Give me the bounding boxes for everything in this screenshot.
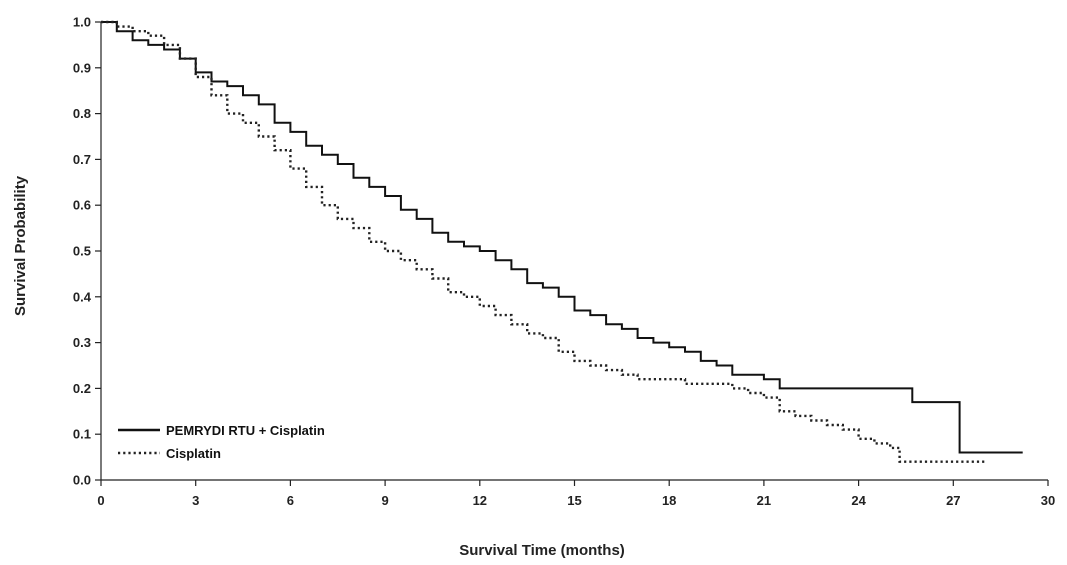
x-tick-label: 12 <box>473 493 487 508</box>
y-axis-label: Survival Probability <box>12 175 29 316</box>
x-tick-label: 24 <box>851 493 866 508</box>
y-tick-label: 1.0 <box>73 15 91 30</box>
legend: PEMRYDI RTU + Cisplatin Cisplatin <box>118 423 325 461</box>
x-tick-label: 9 <box>381 493 388 508</box>
y-tick-label: 0.7 <box>73 152 91 167</box>
legend-entry-pemrydi: PEMRYDI RTU + Cisplatin <box>166 423 325 438</box>
legend-entry-cisplatin: Cisplatin <box>166 446 221 461</box>
x-tick-label: 21 <box>757 493 771 508</box>
series-line-pemrydi-cisplatin <box>101 21 1023 454</box>
y-tick-label: 0.3 <box>73 335 91 350</box>
x-axis-label: Survival Time (months) <box>459 542 625 559</box>
y-ticks: 0.0 0.1 0.2 0.3 0.4 0.5 0.6 0.7 0.8 0.9 1.0 <box>73 15 101 488</box>
y-tick-label: 0.6 <box>73 198 91 213</box>
x-tick-label: 27 <box>946 493 960 508</box>
x-tick-label: 0 <box>97 493 104 508</box>
y-tick-label: 0.9 <box>73 60 91 75</box>
x-tick-label: 3 <box>192 493 199 508</box>
y-tick-label: 0.2 <box>73 381 91 396</box>
y-tick-label: 0.1 <box>73 427 91 442</box>
x-tick-label: 15 <box>567 493 581 508</box>
y-tick-label: 0.0 <box>73 473 91 488</box>
x-tick-label: 30 <box>1041 493 1055 508</box>
y-tick-label: 0.8 <box>73 106 91 121</box>
x-ticks: 0 3 6 9 12 15 18 21 24 27 30 <box>97 480 1055 508</box>
series-layer <box>101 20 1023 463</box>
y-tick-label: 0.5 <box>73 244 91 259</box>
y-tick-label: 0.4 <box>73 289 92 304</box>
x-tick-label: 18 <box>662 493 676 508</box>
x-tick-label: 6 <box>287 493 294 508</box>
series-line-cisplatin <box>101 20 985 463</box>
